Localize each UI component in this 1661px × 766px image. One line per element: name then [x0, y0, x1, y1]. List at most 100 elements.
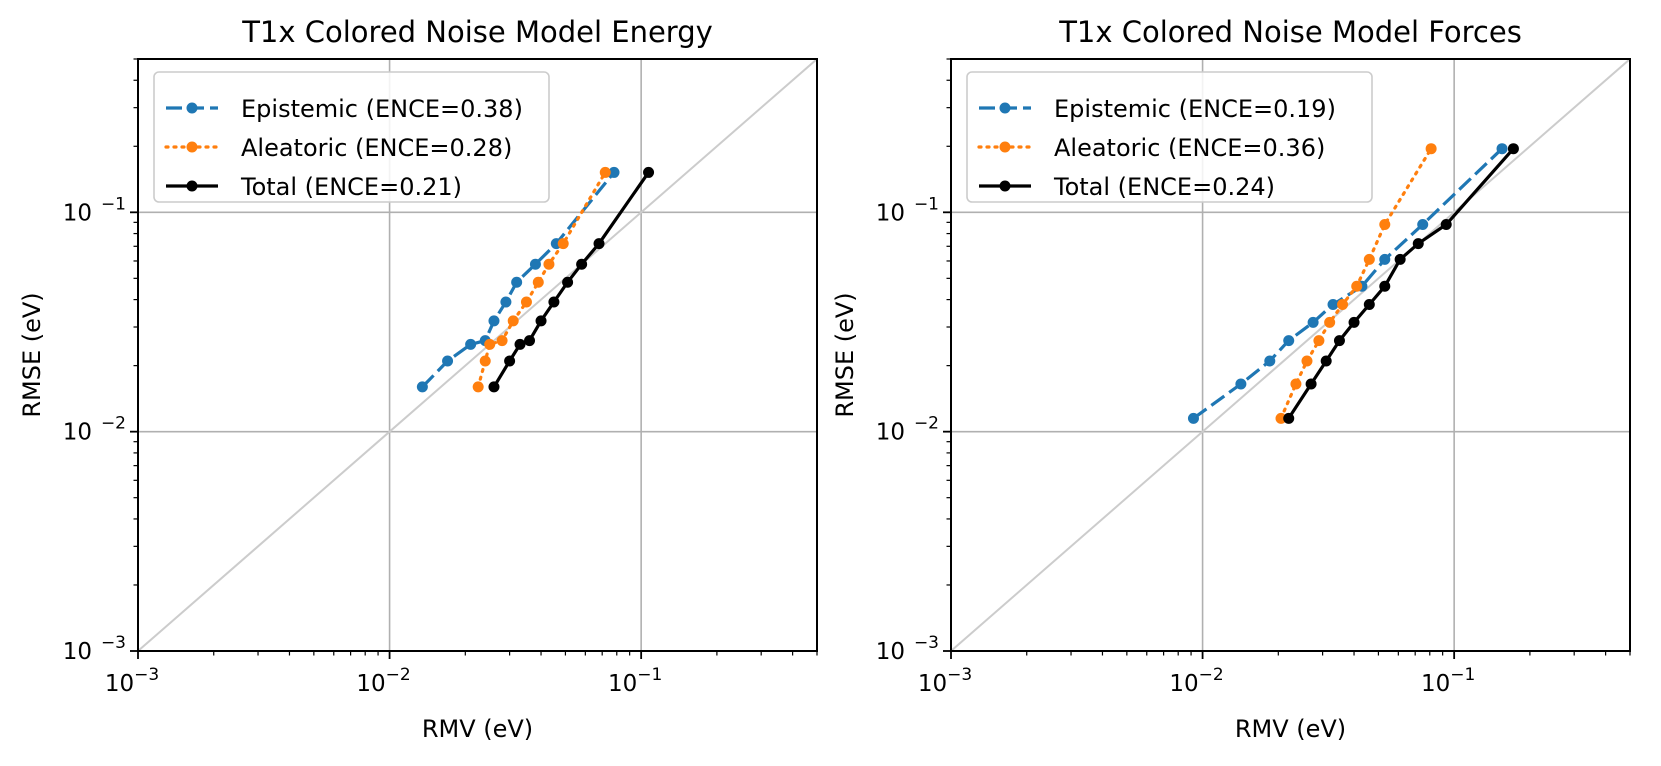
- data-point: [608, 166, 620, 178]
- data-point: [472, 381, 484, 393]
- data-point: [1417, 218, 1429, 230]
- reference-line: [951, 59, 1630, 651]
- data-point: [488, 315, 500, 327]
- tick-base: 10: [876, 200, 905, 226]
- y-tick-label: 10 −1: [876, 194, 939, 226]
- tick-exponent: −3: [101, 633, 126, 653]
- tick-base: 10: [63, 200, 92, 226]
- tick-base: 10: [608, 671, 637, 697]
- data-point: [548, 296, 560, 308]
- data-point: [532, 276, 544, 288]
- x-tick-label: 10−3: [105, 665, 159, 697]
- tick-base: 10: [63, 420, 92, 446]
- legend-label: Total (ENCE=0.21): [240, 173, 462, 201]
- series-dotted: [472, 166, 611, 393]
- y-axis-label: RMSE (eV): [831, 292, 859, 417]
- tick-exponent: −2: [101, 414, 126, 434]
- data-point: [557, 238, 569, 250]
- tick-base: 10: [1421, 671, 1450, 697]
- data-point: [1301, 355, 1313, 367]
- data-point: [1348, 316, 1360, 328]
- series-line: [1192, 147, 1504, 420]
- x-tick-label: 10−1: [1421, 665, 1475, 697]
- tick-base: 10: [1169, 671, 1198, 697]
- data-point: [1379, 253, 1391, 265]
- y-axis-label: RMSE (eV): [18, 292, 46, 417]
- series-line: [476, 170, 607, 389]
- data-point: [514, 338, 526, 350]
- data-point: [1313, 335, 1325, 347]
- chart-title: T1x Colored Noise Model Forces: [1058, 15, 1522, 49]
- tick-exponent: −3: [947, 665, 972, 685]
- data-point: [488, 381, 500, 393]
- data-point: [524, 335, 536, 347]
- data-point: [1187, 412, 1199, 424]
- data-point: [529, 258, 541, 270]
- tick-exponent: −2: [1199, 665, 1224, 685]
- y-tick-label: 10 −3: [876, 633, 939, 665]
- reference-line: [138, 59, 817, 651]
- legend-label: Aleatoric (ENCE=0.36): [1054, 134, 1325, 162]
- data-point: [1440, 218, 1452, 230]
- tick-base: 10: [876, 420, 905, 446]
- data-point: [1320, 355, 1332, 367]
- data-point: [1379, 280, 1391, 292]
- legend: Epistemic (ENCE=0.38) Aleatoric (ENCE=0.2…: [153, 71, 550, 203]
- tick-base: 10: [105, 671, 134, 697]
- data-point: [416, 381, 428, 393]
- tick-exponent: −1: [101, 194, 126, 214]
- tick-exponent: −3: [134, 665, 159, 685]
- data-point: [1337, 298, 1349, 310]
- x-tick-label: 10−3: [918, 665, 972, 697]
- data-point: [1394, 253, 1406, 265]
- legend-handle-marker: [999, 102, 1011, 114]
- data-point: [1379, 218, 1391, 230]
- legend-handle-marker: [186, 180, 198, 192]
- data-point: [504, 355, 516, 367]
- series-line: [1279, 147, 1433, 420]
- legend-label: Epistemic (ENCE=0.38): [241, 95, 523, 123]
- data-point: [1327, 298, 1339, 310]
- legend-handle-marker: [999, 180, 1011, 192]
- data-point: [1507, 143, 1519, 155]
- axes-frame: [950, 58, 1631, 652]
- data-point: [511, 276, 523, 288]
- data-point: [1333, 335, 1345, 347]
- data-point: [1363, 298, 1375, 310]
- series-line: [492, 171, 650, 388]
- y-tick-label: 10 −2: [63, 414, 126, 446]
- legend-label: Epistemic (ENCE=0.19): [1054, 95, 1336, 123]
- data-point: [1290, 378, 1302, 390]
- legend-handle-marker: [186, 141, 198, 153]
- axes-frame: [137, 58, 818, 652]
- y-tick-label: 10 −1: [63, 194, 126, 226]
- legend-box: [153, 71, 550, 203]
- data-point: [1425, 143, 1437, 155]
- x-axis-label: RMV (eV): [1235, 715, 1346, 743]
- data-point: [599, 166, 611, 178]
- data-point: [507, 315, 519, 327]
- data-point: [1283, 412, 1295, 424]
- tick-exponent: −1: [1450, 665, 1475, 685]
- data-point: [442, 355, 454, 367]
- tick-base: 10: [356, 671, 385, 697]
- data-point: [562, 276, 574, 288]
- tick-exponent: −1: [637, 665, 662, 685]
- data-point: [496, 335, 508, 347]
- series-dotted: [1275, 143, 1437, 424]
- x-tick-label: 10−2: [356, 665, 410, 697]
- data-point: [1496, 143, 1508, 155]
- data-point: [1307, 316, 1319, 328]
- series-solid: [488, 166, 655, 393]
- series-line: [421, 171, 616, 389]
- data-point: [576, 258, 588, 270]
- data-point: [479, 355, 491, 367]
- tick-base: 10: [63, 639, 92, 665]
- data-point: [1324, 316, 1336, 328]
- data-point: [593, 238, 605, 250]
- legend-label: Aleatoric (ENCE=0.28): [241, 134, 512, 162]
- data-point: [1305, 378, 1317, 390]
